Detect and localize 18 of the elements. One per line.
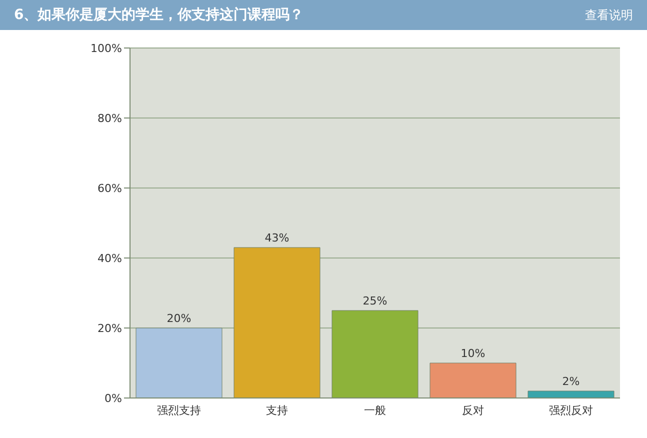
y-tick-label: 100% [90,42,122,55]
y-tick-label: 60% [98,182,122,195]
data-label: 43% [264,232,290,244]
x-tick-label: 一般 [364,404,386,417]
x-tick-label: 强烈支持 [157,404,201,417]
text: 查看说明 [585,6,633,24]
x-tick-label: 强烈反对 [549,404,593,417]
chart-title: 6、如果你是厦大的学生，你支持这门课程吗？ [14,6,304,24]
x-tick-label: 反对 [462,404,484,417]
y-tick-label: 80% [98,112,122,125]
data-label: 25% [362,294,388,308]
data-label: 2% [562,375,580,388]
y-tick-label: 40% [98,252,122,265]
data-label: 10% [460,347,486,360]
data-label: 20% [166,312,192,325]
x-tick-label: 支持 [266,404,288,417]
y-tick-label: 0% [104,392,122,405]
y-tick-label: 20% [98,322,122,335]
